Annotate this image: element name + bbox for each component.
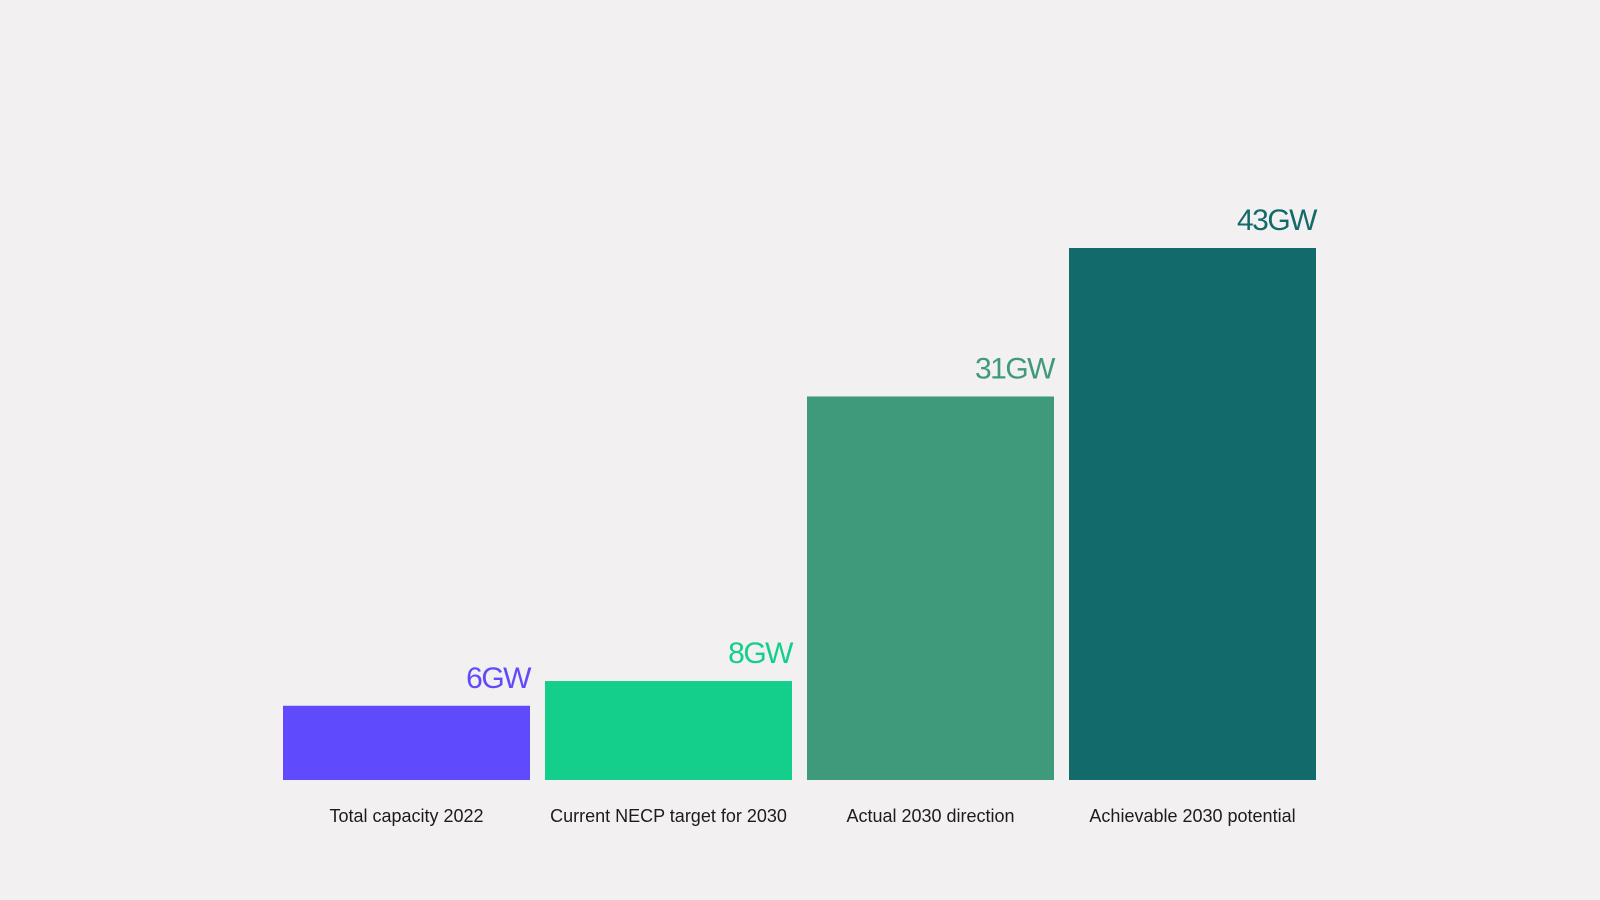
category-label-4: Achievable 2030 potential xyxy=(1089,806,1295,826)
bar-2 xyxy=(545,681,792,780)
value-labels-layer: 6GW 8GW 31GW 43GW xyxy=(466,204,1320,695)
category-label-1: Total capacity 2022 xyxy=(329,806,483,826)
bar-3 xyxy=(807,396,1054,780)
category-label-3: Actual 2030 direction xyxy=(846,806,1014,826)
value-label-2: 8GW xyxy=(728,637,794,670)
bars-layer xyxy=(283,248,1316,780)
category-labels-layer: Total capacity 2022 Current NECP target f… xyxy=(329,806,1295,826)
value-label-3: 31GW xyxy=(975,352,1056,385)
bar-1 xyxy=(283,705,530,780)
bar-4 xyxy=(1069,248,1316,780)
category-label-2: Current NECP target for 2030 xyxy=(550,806,787,826)
value-label-4: 43GW xyxy=(1237,204,1318,237)
value-label-1: 6GW xyxy=(466,662,532,695)
